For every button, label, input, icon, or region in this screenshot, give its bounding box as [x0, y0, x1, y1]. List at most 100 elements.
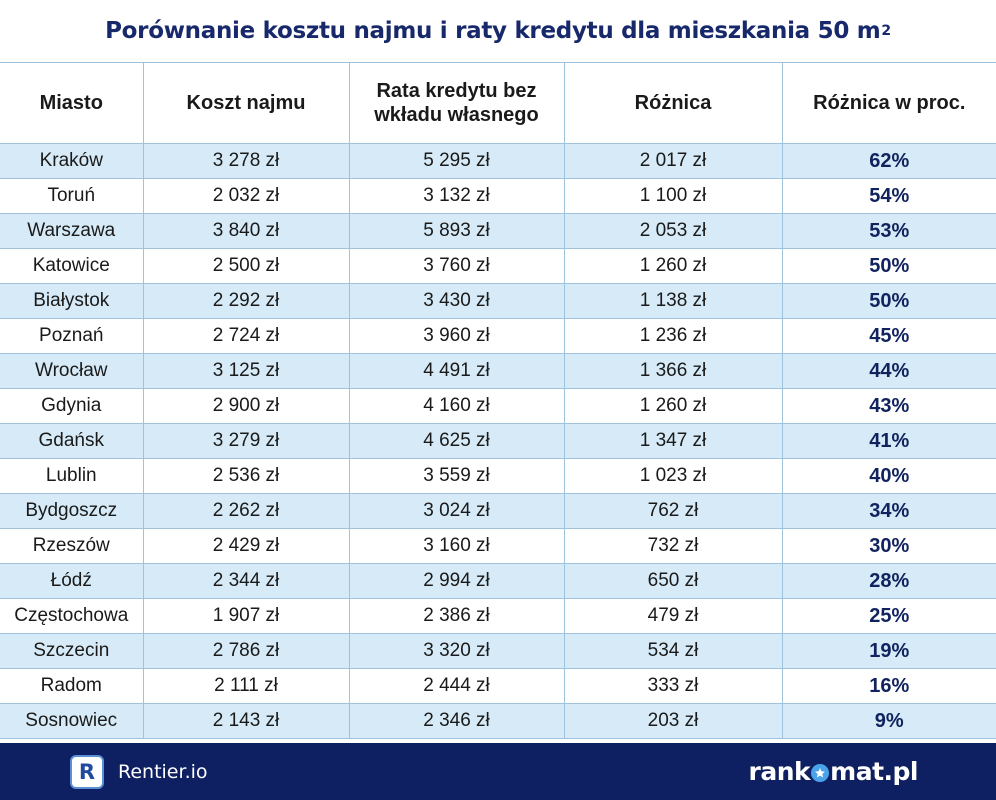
cell-rent: 2 786 zł [143, 633, 350, 669]
cell-rent: 3 125 zł [143, 353, 350, 389]
rentier-name: Rentier.io [118, 760, 208, 783]
cell-city: Katowice [0, 248, 144, 284]
cell-difference: 2 017 zł [564, 143, 783, 179]
table-row: Toruń 2 032 zł 3 132 zł 1 100 zł 54% [0, 178, 996, 214]
cell-difference: 1 138 zł [564, 283, 783, 319]
cell-rent: 3 840 zł [143, 213, 350, 249]
cell-city: Częstochowa [0, 598, 144, 634]
cell-rent: 2 429 zł [143, 528, 350, 564]
header-loan: Rata kredytu bez wkładu własnego [349, 62, 565, 144]
cell-loan: 4 491 zł [349, 353, 565, 389]
cell-loan: 3 024 zł [349, 493, 565, 529]
cell-rent: 2 344 zł [143, 563, 350, 599]
cell-city: Łódź [0, 563, 144, 599]
cell-city: Warszawa [0, 213, 144, 249]
table-row: Katowice 2 500 zł 3 760 zł 1 260 zł 50% [0, 248, 996, 284]
cell-loan: 3 960 zł [349, 318, 565, 354]
cell-rent: 2 724 zł [143, 318, 350, 354]
cell-loan: 3 760 zł [349, 248, 565, 284]
table-row: Gdynia 2 900 zł 4 160 zł 1 260 zł 43% [0, 388, 996, 424]
cell-difference: 1 236 zł [564, 318, 783, 354]
cell-difference-pct: 25% [782, 598, 996, 634]
cell-loan: 3 160 zł [349, 528, 565, 564]
table-row: Wrocław 3 125 zł 4 491 zł 1 366 zł 44% [0, 353, 996, 389]
cell-rent: 2 500 zł [143, 248, 350, 284]
cell-difference: 732 zł [564, 528, 783, 564]
cell-loan: 2 346 zł [349, 703, 565, 739]
cell-loan: 2 386 zł [349, 598, 565, 634]
cell-difference: 1 100 zł [564, 178, 783, 214]
rentier-badge-icon: R [70, 754, 104, 789]
cell-difference-pct: 28% [782, 563, 996, 599]
cell-rent: 2 143 zł [143, 703, 350, 739]
table-row: Rzeszów 2 429 zł 3 160 zł 732 zł 30% [0, 528, 996, 564]
cell-city: Radom [0, 668, 144, 704]
rankomat-name-start: rank [748, 757, 811, 786]
table-row: Lublin 2 536 zł 3 559 zł 1 023 zł 40% [0, 458, 996, 494]
cell-city: Poznań [0, 318, 144, 354]
table-row: Szczecin 2 786 zł 3 320 zł 534 zł 19% [0, 633, 996, 669]
cell-difference: 1 260 zł [564, 248, 783, 284]
rankomat-name-end: mat.pl [830, 757, 918, 786]
cell-difference-pct: 40% [782, 458, 996, 494]
table-row: Łódź 2 344 zł 2 994 zł 650 zł 28% [0, 563, 996, 599]
page-title: Porównanie kosztu najmu i raty kredytu d… [0, 0, 996, 62]
cell-difference: 650 zł [564, 563, 783, 599]
cell-loan: 4 625 zł [349, 423, 565, 459]
table-row: Radom 2 111 zł 2 444 zł 333 zł 16% [0, 668, 996, 704]
cell-difference-pct: 19% [782, 633, 996, 669]
table-row: Gdańsk 3 279 zł 4 625 zł 1 347 zł 41% [0, 423, 996, 459]
cell-city: Białystok [0, 283, 144, 319]
cell-difference: 534 zł [564, 633, 783, 669]
cell-difference-pct: 54% [782, 178, 996, 214]
header-rent: Koszt najmu [143, 62, 350, 144]
cell-rent: 2 900 zł [143, 388, 350, 424]
cell-rent: 3 279 zł [143, 423, 350, 459]
cell-difference: 762 zł [564, 493, 783, 529]
cell-difference-pct: 45% [782, 318, 996, 354]
table-row: Kraków 3 278 zł 5 295 zł 2 017 zł 62% [0, 143, 996, 179]
cell-city: Szczecin [0, 633, 144, 669]
comparison-table: Miasto Koszt najmu Rata kredytu bez wkła… [0, 62, 996, 739]
cell-loan: 4 160 zł [349, 388, 565, 424]
cell-loan: 2 444 zł [349, 668, 565, 704]
cell-rent: 2 292 zł [143, 283, 350, 319]
cell-rent: 2 262 zł [143, 493, 350, 529]
cell-difference: 1 366 zł [564, 353, 783, 389]
header-difference: Różnica [564, 62, 783, 144]
cell-rent: 2 032 zł [143, 178, 350, 214]
header-loan-text: Rata kredytu bez wkładu własnego [374, 80, 539, 126]
footer-bar: R Rentier.io rank mat.pl [0, 743, 996, 800]
cell-loan: 3 430 zł [349, 283, 565, 319]
cell-difference-pct: 53% [782, 213, 996, 249]
cell-loan: 3 132 zł [349, 178, 565, 214]
cell-difference-pct: 34% [782, 493, 996, 529]
cell-city: Kraków [0, 143, 144, 179]
cell-difference: 479 zł [564, 598, 783, 634]
cell-loan: 5 295 zł [349, 143, 565, 179]
table-header-row: Miasto Koszt najmu Rata kredytu bez wkła… [0, 62, 996, 144]
cell-rent: 3 278 zł [143, 143, 350, 179]
cell-city: Rzeszów [0, 528, 144, 564]
cell-difference-pct: 50% [782, 248, 996, 284]
cell-difference-pct: 50% [782, 283, 996, 319]
cell-city: Sosnowiec [0, 703, 144, 739]
cell-difference-pct: 41% [782, 423, 996, 459]
cell-difference: 1 023 zł [564, 458, 783, 494]
cell-rent: 2 536 zł [143, 458, 350, 494]
table-row: Bydgoszcz 2 262 zł 3 024 zł 762 zł 34% [0, 493, 996, 529]
cell-loan: 3 559 zł [349, 458, 565, 494]
cell-city: Toruń [0, 178, 144, 214]
table-row: Sosnowiec 2 143 zł 2 346 zł 203 zł 9% [0, 703, 996, 739]
cell-difference-pct: 16% [782, 668, 996, 704]
cell-difference: 2 053 zł [564, 213, 783, 249]
cell-loan: 2 994 zł [349, 563, 565, 599]
cell-city: Lublin [0, 458, 144, 494]
rentier-logo: R Rentier.io [70, 754, 208, 789]
header-difference-pct: Różnica w proc. [782, 62, 996, 144]
cell-difference: 333 zł [564, 668, 783, 704]
cell-rent: 1 907 zł [143, 598, 350, 634]
cell-loan: 5 893 zł [349, 213, 565, 249]
cell-difference-pct: 43% [782, 388, 996, 424]
cell-city: Gdynia [0, 388, 144, 424]
